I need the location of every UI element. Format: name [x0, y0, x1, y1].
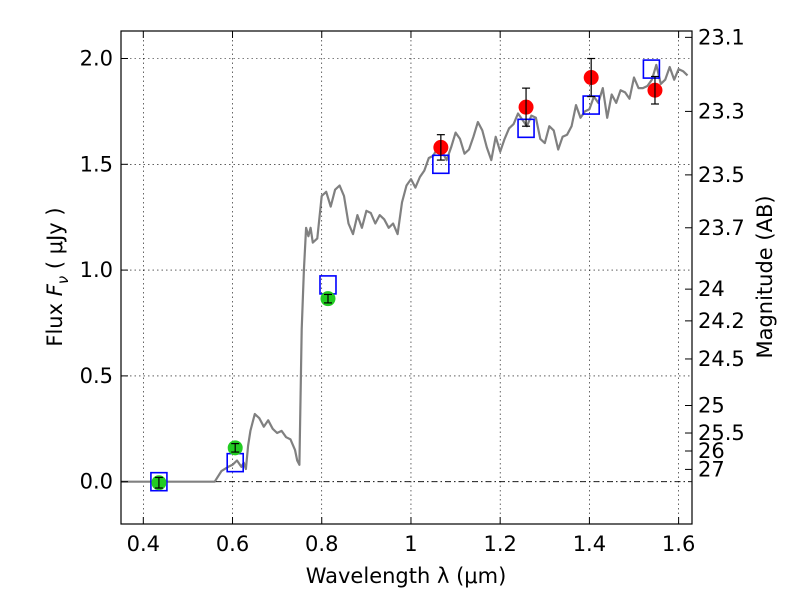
- y-tick-label: 0.5: [80, 364, 113, 388]
- magnitude-tick-label: 27: [698, 457, 725, 481]
- x-tick-label: 1.4: [573, 532, 606, 556]
- y-tick-label: 2.0: [80, 47, 113, 71]
- photometry-series: [151, 57, 663, 491]
- model-spectrum-series: [121, 63, 689, 483]
- spectrum-line: [121, 63, 689, 483]
- y-axis-label-subscript: ν: [54, 276, 72, 284]
- axis-ticks: [121, 31, 692, 524]
- x-tick-label: 0.6: [216, 532, 249, 556]
- magnitude-tick-label: 24.2: [698, 309, 745, 333]
- magnitude-tick-label: 23.7: [698, 216, 745, 240]
- magnitude-tick-label: 26: [698, 439, 725, 463]
- y-tick-label: 0.0: [80, 470, 113, 494]
- magnitude-tick-label: 24: [698, 277, 725, 301]
- y-tick-labels: 0.0 0.5 1.0 1.5 2.0: [80, 47, 113, 494]
- model-flux-square: [150, 471, 168, 492]
- x-tick-label: 0.4: [127, 532, 160, 556]
- magnitude-tick-label: 23.3: [698, 99, 745, 123]
- magnitude-tick-label: 25: [698, 394, 725, 418]
- y-axis-label-symbol: F: [43, 283, 67, 296]
- y-tick-label: 1.0: [80, 258, 113, 282]
- y-tick-label: 1.5: [80, 152, 113, 176]
- plot-frame: [120, 30, 693, 525]
- y-axis-label-suffix: ( μJy ): [43, 207, 67, 275]
- x-tick-label: 1.2: [483, 532, 516, 556]
- model-flux-square: [642, 59, 661, 79]
- model-band-flux-series: [150, 59, 661, 492]
- y-axis-label-prefix: Flux: [43, 296, 67, 346]
- x-tick-labels: 0.4 0.6 0.8 1 1.2 1.4 1.6: [127, 532, 696, 556]
- x-tick-label: 1.6: [662, 532, 695, 556]
- magnitude-tick-label: 23.1: [698, 25, 745, 49]
- y2-axis-label: Magnitude (AB): [753, 195, 777, 358]
- x-tick-label: 0.8: [305, 532, 338, 556]
- y-axis-label: Flux Fν ( μJy ): [43, 207, 72, 346]
- x-tick-label: 1: [404, 532, 417, 556]
- magnitude-tick-label: 24.5: [698, 347, 745, 371]
- x-axis-label: Wavelength λ (μm): [306, 564, 507, 588]
- magnitude-tick-label: 23.5: [698, 163, 745, 187]
- magnitude-tick-label: 25.5: [698, 421, 745, 445]
